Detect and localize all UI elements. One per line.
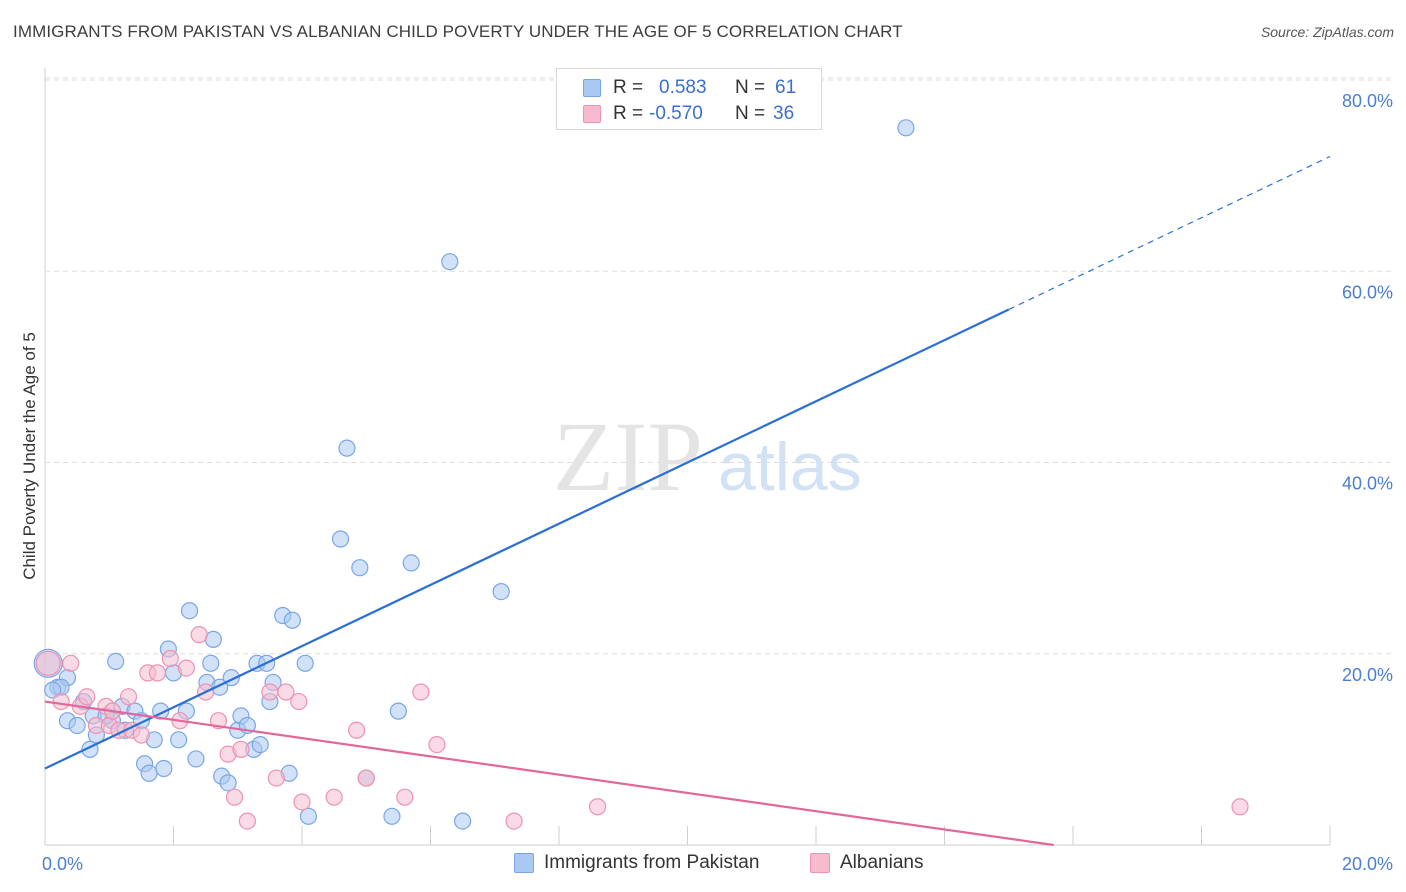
albanians-point — [588, 798, 607, 816]
albanians-point — [290, 692, 308, 711]
tick-labels: 20.0% 40.0% 60.0% 80.0% 0.0% 20.0% — [42, 91, 1393, 874]
source-credit: Source: ZipAtlas.com — [1260, 24, 1394, 40]
pakistan-point — [155, 759, 173, 778]
albanians-point — [238, 812, 256, 830]
y-tick-label: 60.0% — [1342, 282, 1393, 302]
y-tick-label: 80.0% — [1342, 91, 1393, 111]
albanians-point — [505, 812, 523, 830]
pakistan-point — [492, 582, 510, 601]
albanians-point — [428, 735, 446, 754]
albanians-point — [190, 626, 208, 644]
pakistan-point — [331, 530, 350, 548]
x-tick-label: 0.0% — [42, 854, 83, 874]
pakistan-trend-line — [44, 308, 1010, 770]
albanians-point — [225, 788, 244, 806]
pakistan-point — [338, 439, 356, 457]
albanians-point — [396, 788, 414, 806]
albanians-point — [325, 788, 343, 806]
chart-title: IMMIGRANTS FROM PAKISTAN VS ALBANIAN CHI… — [13, 22, 903, 41]
albanians-point — [261, 683, 279, 701]
y-tick-label: 40.0% — [1342, 474, 1393, 494]
watermark: ZIP atlas — [553, 401, 862, 512]
trend-lines — [44, 155, 1331, 847]
pakistan-point — [389, 702, 407, 720]
pakistan-point — [441, 253, 459, 271]
legend-r-value: 0.583 — [659, 77, 707, 98]
pakistan-point — [299, 807, 318, 825]
albanians-point — [62, 654, 80, 672]
x-tick-label: 20.0% — [1342, 854, 1393, 874]
albanians-point — [148, 664, 167, 682]
pakistan-point — [402, 554, 420, 572]
albanians-point — [357, 769, 375, 787]
albanians-point — [35, 650, 61, 676]
albanians-point — [177, 659, 195, 677]
pakistan-point — [351, 559, 369, 577]
pakistan-point — [202, 654, 220, 672]
pakistan-trend-extension — [1008, 155, 1331, 311]
albanians-point — [52, 692, 70, 711]
albanians-point — [161, 649, 179, 668]
albanians-point — [277, 683, 295, 701]
legend-r-label: R = — [613, 103, 644, 124]
watermark-atlas: atlas — [718, 429, 862, 505]
pakistan-point — [251, 735, 269, 754]
legend-n-label: N = — [735, 77, 766, 98]
albanians-point — [132, 726, 150, 744]
pakistan-point — [68, 716, 86, 735]
bottom-legend-label-pakistan: Immigrants from Pakistan — [544, 852, 760, 873]
legend-n-value: 61 — [775, 77, 797, 98]
albanians-point — [78, 688, 96, 706]
albanians-point — [1231, 798, 1249, 816]
pakistan-point — [454, 812, 472, 830]
pakistan-point — [107, 652, 125, 671]
watermark-zip: ZIP — [553, 401, 703, 512]
legend-n-value: 36 — [773, 103, 795, 124]
pakistan-point — [283, 611, 301, 629]
albanians-trend-line — [44, 700, 1054, 847]
pakistan-point — [187, 750, 205, 768]
albanians-point — [119, 688, 138, 706]
albanians-point — [232, 740, 250, 758]
y-tick-label: 20.0% — [1342, 665, 1393, 685]
grid-lines — [45, 77, 1392, 655]
bottom-legend-swatch-albanians — [810, 853, 830, 873]
legend-n-label: N = — [735, 103, 766, 124]
albanians-point — [293, 793, 311, 811]
bottom-legend-swatch-pakistan — [514, 853, 534, 873]
series-albanians-points — [35, 626, 1249, 830]
albanians-point — [348, 721, 366, 739]
albanians-point — [267, 769, 285, 787]
legend-swatch-albanians — [583, 105, 601, 123]
legend-swatch-pakistan — [583, 79, 601, 97]
pakistan-point — [219, 774, 237, 792]
pakistan-point — [170, 731, 188, 749]
pakistan-point — [897, 119, 915, 137]
albanians-point — [412, 683, 430, 701]
pakistan-point — [140, 764, 158, 782]
pakistan-point — [44, 681, 62, 699]
pakistan-point — [383, 807, 401, 825]
legend-r-label: R = — [613, 77, 644, 98]
correlation-legend: R = 0.583 N = 61 R = -0.570 N = 36 — [556, 68, 822, 130]
bottom-legend-label-albanians: Albanians — [840, 852, 924, 873]
pakistan-point — [180, 602, 199, 620]
legend-r-value: -0.570 — [649, 103, 703, 124]
pakistan-point — [296, 654, 314, 672]
